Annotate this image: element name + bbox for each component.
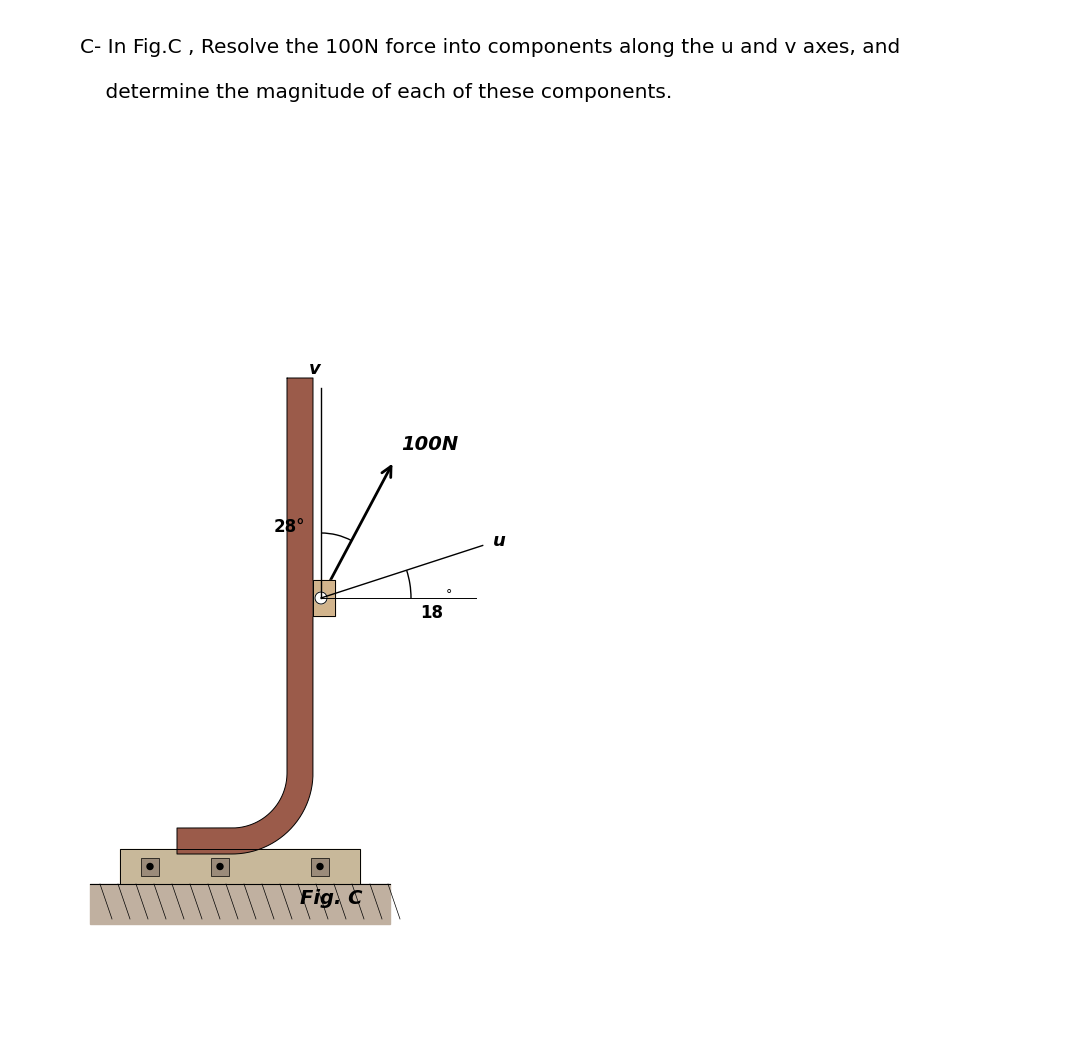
Polygon shape <box>311 857 329 875</box>
Text: 28°: 28° <box>273 518 305 536</box>
Text: 18: 18 <box>420 604 443 622</box>
Text: Fig. C: Fig. C <box>300 889 363 908</box>
Text: u: u <box>492 533 505 551</box>
Polygon shape <box>211 857 229 875</box>
Circle shape <box>147 863 153 870</box>
Circle shape <box>318 863 323 870</box>
Text: determine the magnitude of each of these components.: determine the magnitude of each of these… <box>80 83 672 102</box>
Circle shape <box>217 863 222 870</box>
Text: v: v <box>309 360 321 378</box>
Polygon shape <box>120 849 360 885</box>
Polygon shape <box>141 857 159 875</box>
Circle shape <box>315 592 327 604</box>
Text: 100N: 100N <box>401 435 458 454</box>
Polygon shape <box>90 885 390 923</box>
Polygon shape <box>313 580 335 616</box>
Text: °: ° <box>446 589 453 601</box>
Polygon shape <box>177 378 313 854</box>
Text: C- In Fig.C , Resolve the 100N force into components along the u and v axes, and: C- In Fig.C , Resolve the 100N force int… <box>80 38 901 57</box>
